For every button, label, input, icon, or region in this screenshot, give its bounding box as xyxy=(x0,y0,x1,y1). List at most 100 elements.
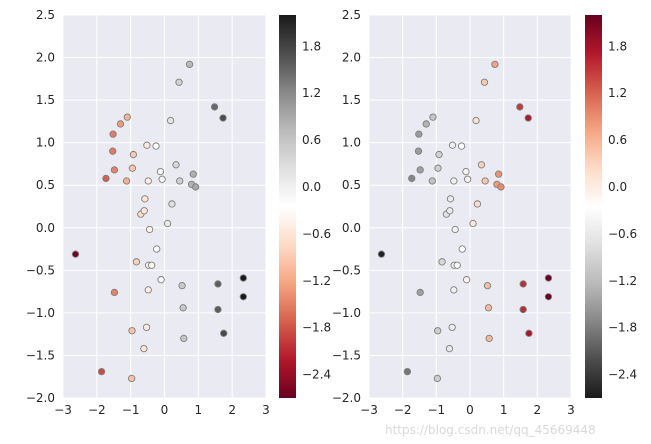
scatter-point xyxy=(168,200,176,208)
scatter-point xyxy=(519,305,527,314)
colorbar-tick-label: −1.2 xyxy=(608,274,637,288)
colorbar xyxy=(279,15,296,398)
scatter-point xyxy=(483,282,492,290)
y-tick-label: 2.0 xyxy=(36,51,55,65)
scatter-point xyxy=(189,170,197,178)
scatter-point xyxy=(438,258,446,266)
scatter-point xyxy=(377,250,386,258)
scatter-point xyxy=(422,120,430,128)
y-tick-label: 2.0 xyxy=(342,51,361,65)
scatter-point xyxy=(122,177,131,185)
scatter-point xyxy=(116,120,125,128)
x-tick-label: 1 xyxy=(195,403,203,417)
x-tick-label: 3 xyxy=(567,403,575,417)
scatter-point xyxy=(497,183,505,191)
scatter-point xyxy=(142,323,151,332)
colorbar-tick-label: 1.2 xyxy=(302,86,321,100)
scatter-point xyxy=(143,141,151,149)
scatter-point xyxy=(516,103,524,111)
colorbar-tick-label: −1.8 xyxy=(608,321,637,335)
y-tick-label: 0.5 xyxy=(36,178,55,192)
y-tick-label: −0.5 xyxy=(332,263,361,277)
x-tick-label: 2 xyxy=(228,403,236,417)
scatter-point xyxy=(172,161,180,169)
colorbar-tick-label: 1.2 xyxy=(608,86,627,100)
scatter-point xyxy=(157,276,165,284)
scatter-point xyxy=(451,225,459,234)
scatter-point xyxy=(414,147,423,155)
scatter-point xyxy=(477,161,486,169)
y-tick-label: −1.5 xyxy=(332,348,361,362)
scatter-point xyxy=(185,60,194,69)
scatter-point xyxy=(163,219,172,228)
scatter-point xyxy=(453,261,461,269)
scatter-point xyxy=(544,274,553,282)
scatter-point xyxy=(141,195,149,203)
scatter-point xyxy=(415,130,423,138)
y-tick-label: −2.0 xyxy=(26,391,55,405)
scatter-point xyxy=(446,195,455,203)
colorbar-tick-label: 1.8 xyxy=(608,39,627,53)
scatter-point xyxy=(220,329,228,337)
y-tick-label: −0.5 xyxy=(26,263,55,277)
colorbar xyxy=(585,15,602,398)
y-tick-label: 1.0 xyxy=(36,136,55,150)
scatter-point xyxy=(445,344,454,353)
scatter-point xyxy=(210,103,219,111)
scatter-point xyxy=(416,288,424,297)
y-tick-label: 1.5 xyxy=(342,93,361,107)
scatter-point xyxy=(140,207,148,215)
scatter-point xyxy=(524,114,532,122)
colorbar-tick-label: 0.0 xyxy=(302,180,321,194)
colorbar-tick-label: 0.6 xyxy=(302,133,321,147)
scatter-point xyxy=(147,261,156,269)
x-tick-label: −3 xyxy=(360,403,378,417)
scatter-point xyxy=(544,293,553,301)
scatter-point xyxy=(145,225,154,234)
y-tick-label: −1.0 xyxy=(26,306,55,320)
scatter-point xyxy=(408,174,416,183)
colorbar-tick-label: −0.6 xyxy=(302,227,331,241)
y-tick-label: 1.0 xyxy=(342,136,361,150)
scatter-point xyxy=(110,288,119,297)
scatter-point xyxy=(525,329,533,337)
scatter-point xyxy=(179,304,187,312)
colorbar-tick-label: 0.6 xyxy=(608,133,627,147)
colorbar-tick-label: 0.0 xyxy=(608,180,627,194)
scatter-point xyxy=(463,175,472,183)
scatter-point xyxy=(158,175,166,183)
x-tick-label: −2 xyxy=(394,403,412,417)
scatter-point xyxy=(450,286,458,294)
x-tick-label: 2 xyxy=(534,403,542,417)
scatter-point xyxy=(416,166,424,174)
scatter-point xyxy=(462,167,470,176)
scatter-point xyxy=(219,114,227,122)
scatter-point xyxy=(110,166,119,174)
x-tick-label: 0 xyxy=(466,403,474,417)
left-scatter-panel: −3 −2 −1 0 1 2 3 −2.0 −1.5 −1.0 −0.5 0.0 0.5 1.0 1.5 2.… xyxy=(26,8,331,417)
scatter-point xyxy=(469,219,477,228)
y-tick-label: 0.0 xyxy=(342,221,361,235)
scatter-point xyxy=(153,245,161,253)
scatter-point xyxy=(128,327,136,335)
scatter-point xyxy=(403,367,412,376)
y-tick-label: −2.0 xyxy=(332,391,361,405)
scatter-point xyxy=(156,167,165,176)
scatter-point xyxy=(435,150,443,159)
right-scatter-panel: −3 −2 −1 0 1 2 3 −2.0 −1.5 −1.0 −0.5 0.0 0.5 1.0 1.5 2.… xyxy=(332,8,637,417)
scatter-point xyxy=(97,367,106,376)
scatter-point xyxy=(462,276,471,284)
scatter-point xyxy=(485,334,493,343)
scatter-point xyxy=(480,78,489,86)
scatter-point xyxy=(109,130,117,138)
scatter-point xyxy=(239,293,247,301)
scatter-point xyxy=(472,116,480,125)
scatter-point xyxy=(109,147,117,155)
y-tick-label: 2.5 xyxy=(36,8,55,22)
scatter-point xyxy=(214,280,222,288)
scatter-point xyxy=(434,164,442,172)
colorbar-tick-label: −1.8 xyxy=(302,321,331,335)
scatter-point xyxy=(166,116,175,125)
scatter-point xyxy=(178,282,186,290)
scatter-point xyxy=(140,344,148,353)
